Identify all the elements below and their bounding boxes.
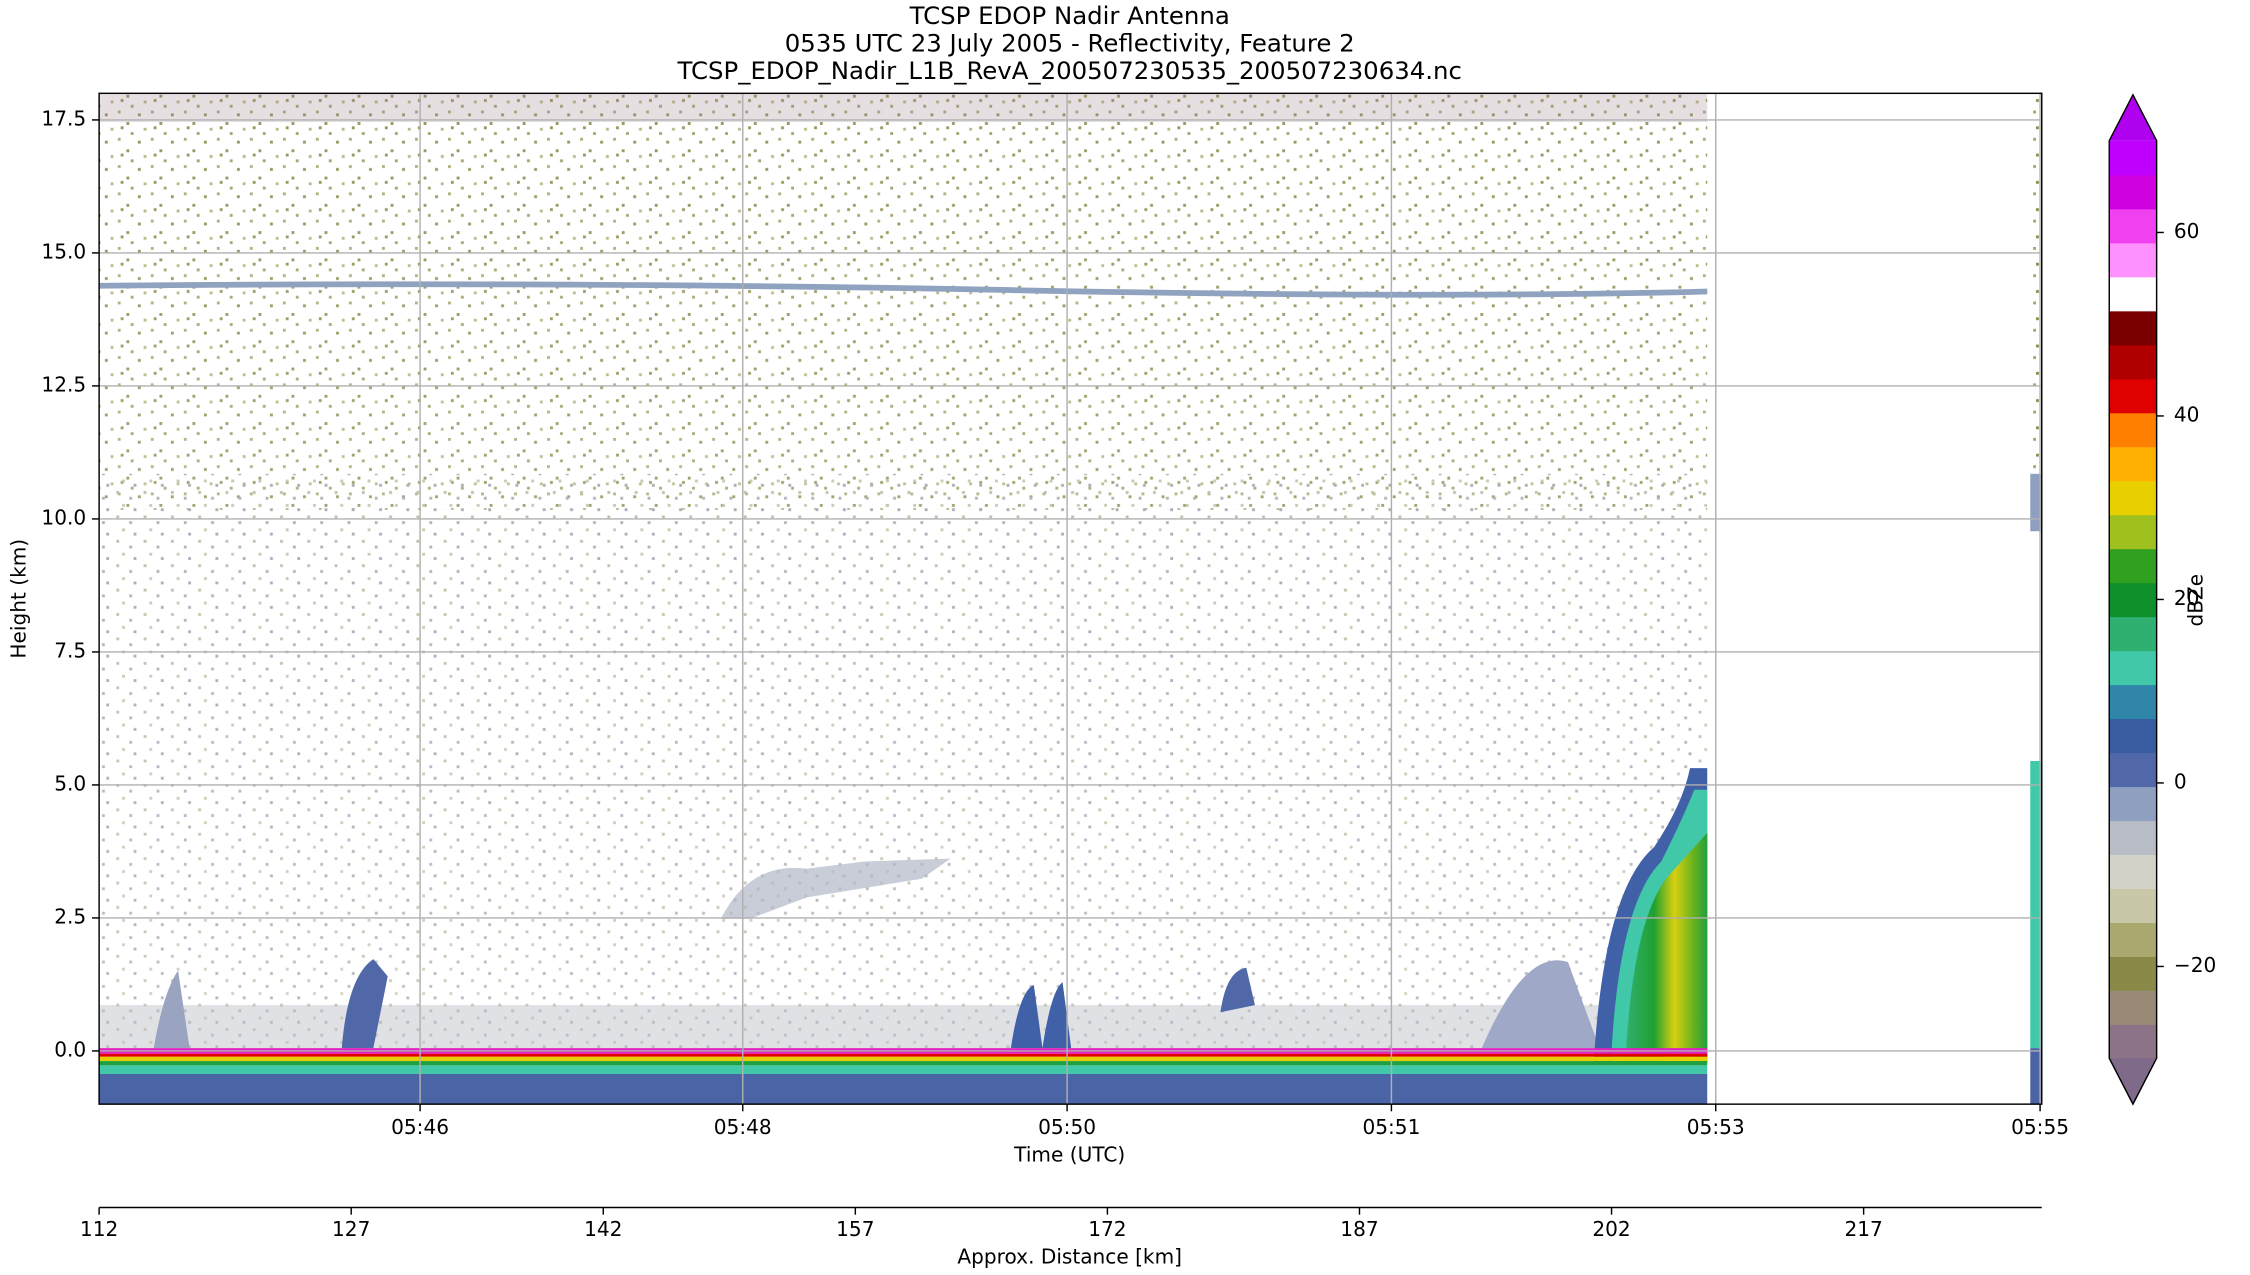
- time-tick-label: 05:46: [391, 1115, 449, 1139]
- colorbar-segment: [2109, 514, 2157, 550]
- colorbar-label: dBZe: [2183, 574, 2207, 627]
- y-tick-label: 2.5: [54, 904, 86, 928]
- time-tick-label: 05:55: [2011, 1115, 2069, 1139]
- reflectivity-field: [99, 93, 2042, 1105]
- colorbar-segment: [2109, 1024, 2157, 1059]
- colorbar-segment: [2109, 310, 2157, 346]
- colorbar-segment: [2109, 582, 2157, 618]
- colorbar-segment: [2109, 446, 2157, 482]
- colorbar-segment: [2109, 990, 2157, 1025]
- colorbar-tick-label: 20: [2174, 586, 2200, 610]
- distance-tick-label: 217: [1844, 1217, 1882, 1241]
- colorbar-segment: [2109, 616, 2157, 652]
- time-tick-label: 05:53: [1687, 1115, 1745, 1139]
- time-tick-label: 05:50: [1038, 1115, 1096, 1139]
- distance-tick-label: 172: [1088, 1217, 1126, 1241]
- colorbar-segment: [2109, 174, 2157, 210]
- colorbar-segment: [2109, 548, 2157, 584]
- colorbar-segment: [2109, 344, 2157, 380]
- colorbar-tick-label: −20: [2174, 953, 2216, 977]
- colorbar-segment: [2109, 480, 2157, 516]
- plot-frame: [98, 92, 2043, 1105]
- colorbar-extend-under: [2109, 1058, 2157, 1105]
- colorbar-segment: [2109, 956, 2157, 991]
- y-tick-label: 7.5: [54, 638, 86, 662]
- y-tick-label: 17.5: [41, 106, 86, 130]
- colorbar-segment: [2109, 854, 2157, 890]
- chart-filename: TCSP_EDOP_Nadir_L1B_RevA_200507230535_20…: [677, 56, 1462, 85]
- distance-tick-label: 127: [332, 1217, 370, 1241]
- y-axis-label: Height (km): [7, 539, 31, 659]
- colorbar-segment: [2109, 140, 2157, 176]
- colorbar-segment: [2109, 752, 2157, 788]
- colorbar-tick-label: 40: [2174, 402, 2200, 426]
- time-axis-label: Time (UTC): [1013, 1142, 1125, 1166]
- x-axis-label: Approx. Distance [km]: [957, 1244, 1182, 1268]
- chart-title: TCSP EDOP Nadir Antenna: [909, 1, 1230, 30]
- colorbar-segment: [2109, 412, 2157, 448]
- time-tick-label: 05:48: [714, 1115, 772, 1139]
- colorbar-segment: [2109, 922, 2157, 957]
- colorbar-segment: [2109, 718, 2157, 754]
- distance-tick-label: 142: [584, 1217, 622, 1241]
- colorbar-segment: [2109, 820, 2157, 856]
- colorbar-segment: [2109, 208, 2157, 244]
- colorbar-frame: [2108, 93, 2158, 1106]
- colorbar-segment: [2109, 888, 2157, 923]
- y-tick-label: 5.0: [54, 771, 86, 795]
- y-tick-label: 10.0: [41, 505, 86, 529]
- distance-tick-label: 202: [1592, 1217, 1630, 1241]
- y-tick-label: 0.0: [54, 1037, 86, 1061]
- colorbar-tick-label: 0: [2174, 769, 2187, 793]
- colorbar-segment: [2109, 276, 2157, 312]
- distance-tick-label: 112: [80, 1217, 118, 1241]
- colorbar-extend-over: [2109, 94, 2157, 141]
- colorbar-segment: [2109, 684, 2157, 720]
- colorbar-segment: [2109, 242, 2157, 278]
- colorbar-segment: [2109, 786, 2157, 822]
- colorbar-segment: [2109, 650, 2157, 686]
- distance-tick-label: 187: [1340, 1217, 1378, 1241]
- distance-tick-label: 157: [836, 1217, 874, 1241]
- colorbar-tick-label: 60: [2174, 219, 2200, 243]
- y-tick-label: 15.0: [41, 239, 86, 263]
- y-tick-label: 12.5: [41, 372, 86, 396]
- time-tick-label: 05:51: [1362, 1115, 1420, 1139]
- colorbar-segment: [2109, 378, 2157, 414]
- chart-subtitle: 0535 UTC 23 July 2005 - Reflectivity, Fe…: [785, 29, 1355, 58]
